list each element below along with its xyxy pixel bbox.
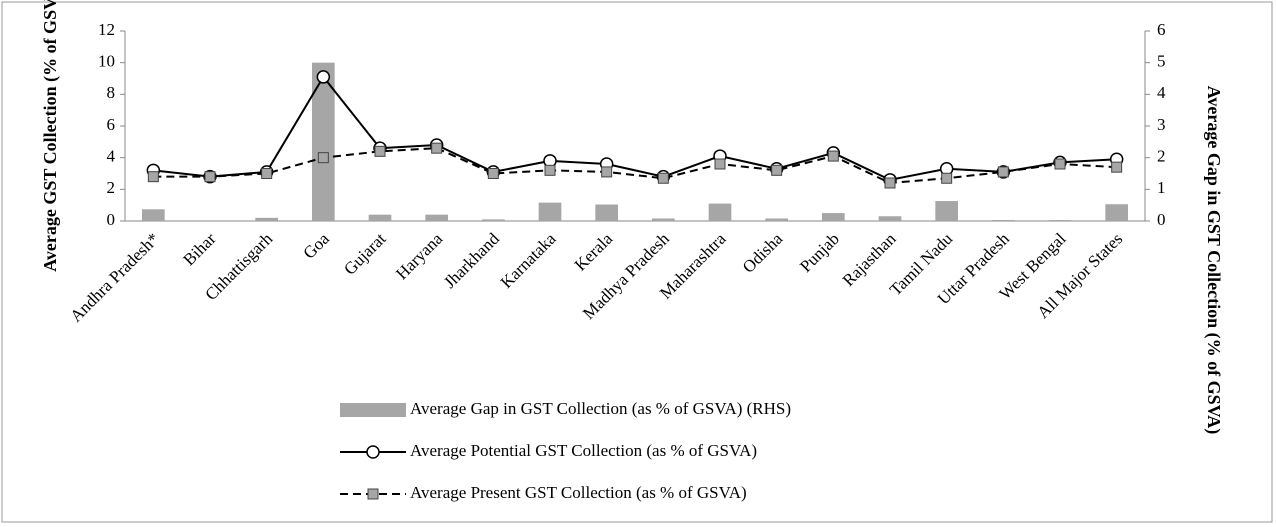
- y2-tick-label: 3: [1157, 115, 1166, 134]
- legend-swatch: [340, 403, 406, 417]
- marker: [317, 152, 329, 164]
- bar: [935, 201, 958, 221]
- marker: [884, 177, 896, 189]
- marker: [714, 158, 726, 170]
- bar: [368, 214, 392, 221]
- marker: [771, 164, 783, 176]
- legend-label: Average Present GST Collection (as % of …: [410, 483, 747, 502]
- bar: [765, 218, 788, 221]
- legend-label: Average Gap in GST Collection (as % of G…: [410, 399, 791, 418]
- legend-label: Average Potential GST Collection (as % o…: [410, 441, 757, 460]
- bar: [312, 62, 335, 221]
- bar: [1048, 220, 1072, 221]
- marker: [544, 164, 556, 176]
- y2-tick-label: 4: [1157, 83, 1166, 102]
- y-axis-title: Average GST Collection (% of GSVA): [40, 0, 61, 272]
- y-tick-label: 6: [107, 115, 116, 134]
- y2-tick-label: 6: [1157, 20, 1166, 39]
- y-tick-label: 12: [98, 20, 115, 39]
- bar: [255, 217, 278, 221]
- marker: [431, 142, 443, 154]
- y-tick-label: 10: [98, 52, 115, 71]
- marker: [601, 166, 613, 178]
- marker: [374, 145, 386, 157]
- y-tick-label: 4: [107, 147, 116, 166]
- line: [153, 147, 1117, 185]
- bar: [822, 213, 845, 221]
- marker: [1054, 158, 1066, 170]
- y-tick-label: 2: [107, 178, 116, 197]
- bar: [142, 209, 165, 221]
- marker: [366, 445, 380, 459]
- marker: [316, 70, 331, 84]
- y-tick-label: 8: [107, 83, 116, 102]
- bar: [538, 202, 562, 221]
- bar: [1105, 204, 1128, 221]
- marker: [997, 166, 1009, 178]
- bar: [425, 214, 448, 221]
- y2-tick-label: 2: [1157, 147, 1166, 166]
- y2-tick-label: 0: [1157, 210, 1166, 229]
- line: [153, 75, 1117, 181]
- bar: [992, 220, 1015, 221]
- marker: [204, 171, 216, 183]
- marker: [941, 172, 953, 184]
- marker: [487, 168, 499, 179]
- marker: [827, 150, 839, 162]
- bar: [708, 203, 732, 221]
- marker: [261, 168, 273, 179]
- bar: [595, 204, 618, 221]
- y2-tick-label: 5: [1157, 52, 1166, 71]
- bar: [482, 219, 505, 221]
- marker: [367, 488, 379, 500]
- bar: [878, 216, 902, 221]
- bar: [652, 218, 675, 221]
- y2-axis-title: Average Gap in GST Collection (% of GSVA…: [1203, 86, 1224, 435]
- y-tick-label: 0: [107, 210, 116, 229]
- marker: [147, 171, 159, 183]
- marker: [657, 172, 669, 184]
- y2-tick-label: 1: [1157, 178, 1166, 197]
- marker: [1111, 161, 1123, 173]
